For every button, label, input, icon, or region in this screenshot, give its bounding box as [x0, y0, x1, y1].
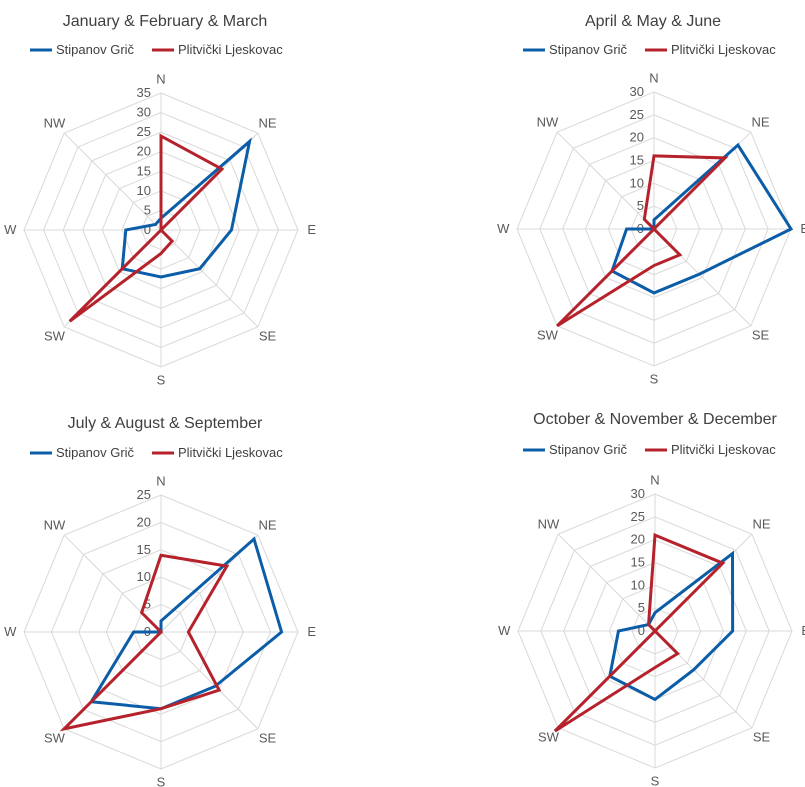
series-line: [608, 550, 735, 702]
direction-label: SW: [44, 329, 66, 344]
direction-label: W: [4, 624, 17, 639]
direction-label: W: [498, 623, 511, 638]
direction-label: S: [651, 774, 660, 787]
direction-label: SW: [538, 730, 560, 745]
radial-tick-label: 35: [137, 85, 151, 100]
wind-rose-panel: N NE E SE S SW W NW 0 5 10 15 20 25 30 35 January & Febr…: [4, 13, 316, 388]
legend-label: Plitvički Ljeskovac: [178, 445, 283, 460]
series-line: [68, 133, 225, 323]
radial-tick-label: 30: [137, 105, 151, 120]
radial-tick-label: 0: [638, 623, 645, 638]
series-line: [610, 142, 794, 295]
direction-label: W: [4, 222, 17, 237]
radial-tick-label: 5: [638, 600, 645, 615]
radial-tick-label: 5: [637, 198, 644, 213]
direction-label: NW: [44, 517, 66, 532]
direction-label: NE: [752, 114, 770, 129]
radial-tick-label: 10: [630, 175, 644, 190]
direction-label: E: [801, 623, 805, 638]
radial-tick-label: 15: [137, 163, 151, 178]
direction-label: NW: [537, 114, 559, 129]
series-line: [120, 137, 252, 279]
direction-label: N: [649, 70, 658, 85]
direction-label: E: [307, 624, 316, 639]
radial-tick-label: 25: [137, 124, 151, 139]
direction-label: N: [650, 472, 659, 487]
direction-label: SE: [752, 328, 770, 343]
direction-label: E: [307, 222, 316, 237]
radial-tick-label: 20: [631, 532, 645, 547]
radial-tick-label: 20: [137, 514, 151, 529]
direction-label: NW: [44, 115, 66, 130]
radial-tick-label: 10: [631, 577, 645, 592]
radial-tick-label: 15: [631, 555, 645, 570]
legend-label: Plitvički Ljeskovac: [671, 42, 776, 57]
direction-label: S: [650, 372, 659, 387]
series-line: [88, 536, 284, 711]
direction-label: S: [157, 373, 166, 388]
direction-label: SE: [259, 731, 277, 746]
direction-label: N: [156, 71, 165, 86]
radial-tick-label: 25: [630, 107, 644, 122]
direction-label: NE: [259, 517, 277, 532]
legend-label: Stipanov Grič: [549, 42, 628, 57]
radial-tick-label: 20: [137, 144, 151, 159]
radial-tick-label: 15: [137, 542, 151, 557]
direction-label: SW: [537, 328, 559, 343]
radial-tick-label: 5: [144, 202, 151, 217]
series-line: [59, 553, 230, 732]
series-line: [556, 154, 729, 328]
direction-label: NW: [538, 516, 560, 531]
series-line: [553, 532, 726, 733]
legend-label: Stipanov Grič: [56, 445, 135, 460]
radial-tick-label: 5: [144, 597, 151, 612]
direction-label: E: [800, 221, 805, 236]
radial-tick-label: 20: [630, 130, 644, 145]
grid-spoke: [557, 533, 656, 632]
grid-spoke: [160, 631, 259, 730]
direction-label: NE: [753, 516, 771, 531]
direction-label: NE: [259, 115, 277, 130]
direction-label: W: [497, 221, 510, 236]
chart-title: July & August & September: [68, 415, 263, 432]
legend-label: Stipanov Grič: [56, 42, 135, 57]
radial-tick-label: 15: [630, 153, 644, 168]
radial-tick-label: 10: [137, 569, 151, 584]
legend-label: Plitvički Ljeskovac: [671, 442, 776, 457]
direction-label: SW: [44, 731, 66, 746]
radial-tick-label: 25: [137, 487, 151, 502]
direction-label: N: [156, 473, 165, 488]
chart-title: October & November & December: [533, 411, 777, 428]
direction-label: SE: [753, 730, 771, 745]
radial-tick-label: 0: [144, 222, 151, 237]
chart-title: January & February & March: [63, 13, 268, 30]
radial-tick-label: 25: [631, 509, 645, 524]
chart-title: April & May & June: [585, 13, 721, 30]
legend-label: Stipanov Grič: [549, 442, 628, 457]
wind-rose-panel: N NE E SE S SW W NW 0 5 10 15 20 25 30 October & Novemb…: [498, 411, 805, 787]
radial-tick-label: 30: [630, 84, 644, 99]
direction-label: S: [157, 775, 166, 787]
direction-label: SE: [259, 329, 277, 344]
grid-spoke: [160, 229, 259, 328]
radial-tick-label: 30: [631, 486, 645, 501]
grid-spoke: [556, 131, 655, 230]
radial-tick-label: 10: [137, 183, 151, 198]
grid-spoke: [63, 132, 162, 231]
legend-label: Plitvički Ljeskovac: [178, 42, 283, 57]
